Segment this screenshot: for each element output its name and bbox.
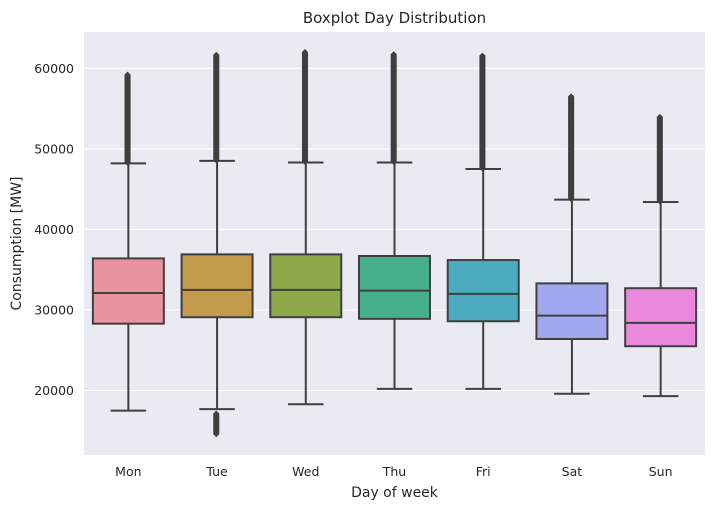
box-iqr <box>624 287 698 348</box>
y-tick-label: 30000 <box>34 302 74 317</box>
y-tick-label: 20000 <box>34 383 74 398</box>
box-iqr <box>358 254 431 320</box>
x-axis-label: Day of week <box>351 485 439 501</box>
outlier-point <box>301 49 309 56</box>
outlier-point <box>656 113 664 121</box>
x-tick-label: Sat <box>562 464 583 479</box>
x-tick-label: Mon <box>115 464 141 479</box>
box-iqr <box>91 257 165 325</box>
y-tick-labels: 20000 30000 40000 50000 60000 <box>34 61 74 398</box>
outlier-point <box>479 52 486 59</box>
y-tick-label: 60000 <box>34 61 74 76</box>
box-thu <box>358 51 431 390</box>
x-tick-label: Thu <box>382 464 406 479</box>
outlier-point <box>567 93 575 100</box>
y-axis-label: Consumption [MW] <box>9 176 25 310</box>
y-tick-label: 50000 <box>34 141 74 156</box>
box-tue <box>180 51 254 438</box>
box-sat <box>535 93 609 395</box>
box-wed <box>269 49 343 406</box>
outlier-point <box>213 51 220 59</box>
x-tick-label: Wed <box>292 464 319 479</box>
box-iqr <box>180 253 254 319</box>
outlier-point <box>390 51 397 58</box>
x-tick-label: Tue <box>205 464 228 479</box>
outlier-point <box>124 71 131 78</box>
outlier-point <box>213 410 220 417</box>
box-mon <box>91 71 165 412</box>
box-fri <box>446 52 520 390</box>
x-tick-labels: Mon Tue Wed Thu Fri Sat Sun <box>115 464 672 479</box>
chart-title: Boxplot Day Distribution <box>303 9 486 27</box>
box-iqr <box>446 259 520 323</box>
box-iqr <box>269 253 343 319</box>
boxes <box>91 49 698 438</box>
x-tick-label: Fri <box>476 464 491 479</box>
y-tick-label: 40000 <box>34 222 74 237</box>
box-iqr <box>535 282 609 340</box>
box-sun <box>624 113 698 398</box>
x-tick-label: Sun <box>649 464 673 479</box>
